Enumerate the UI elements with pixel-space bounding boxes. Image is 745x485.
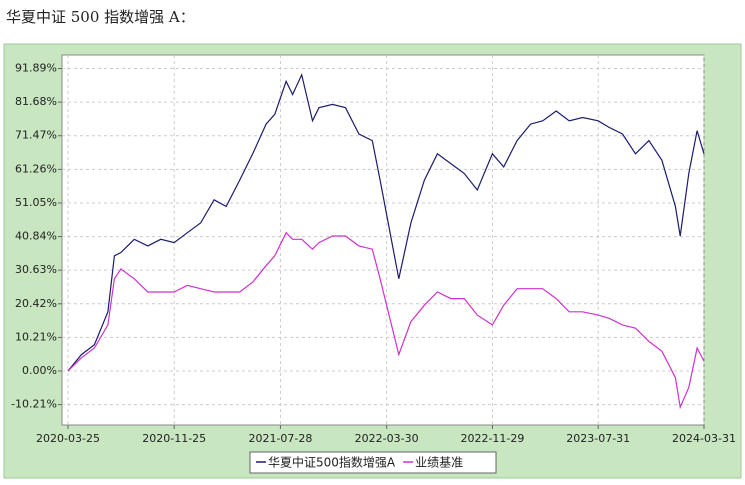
legend	[249, 451, 497, 474]
y-tick-label: 40.84%	[15, 230, 57, 243]
x-tick-label: 2023-07-31	[566, 432, 630, 445]
chart-title: 华夏中证 500 指数增强 A：	[6, 8, 195, 26]
y-tick-label: 30.63%	[15, 263, 57, 276]
line-series	[67, 231, 705, 410]
y-tick-label: 20.42%	[15, 297, 57, 310]
line-series	[67, 72, 705, 372]
y-tick-label: -10.21%	[11, 398, 57, 411]
y-tick-label: 10.21%	[15, 330, 57, 343]
x-tick-label: 2024-03-31	[672, 432, 736, 445]
x-tick-label: 2022-03-30	[355, 432, 419, 445]
legend-label: 业绩基准	[415, 456, 463, 470]
x-tick-label: 2020-11-25	[142, 432, 206, 445]
y-tick-label: 51.05%	[15, 196, 57, 209]
x-tick-label: 2021-07-28	[248, 432, 312, 445]
legend-label: 华夏中证500指数增强A	[268, 455, 396, 470]
y-tick-label: 71.47%	[15, 129, 57, 142]
y-tick-label: 81.68%	[15, 95, 57, 108]
y-tick-label: 61.26%	[15, 162, 57, 175]
x-tick-label: 2022-11-29	[460, 432, 524, 445]
y-tick-label: 91.89%	[15, 62, 57, 75]
plot-area	[61, 54, 705, 426]
x-tick-label: 2020-03-25	[36, 432, 100, 445]
y-tick-label: 0.00%	[22, 364, 57, 377]
